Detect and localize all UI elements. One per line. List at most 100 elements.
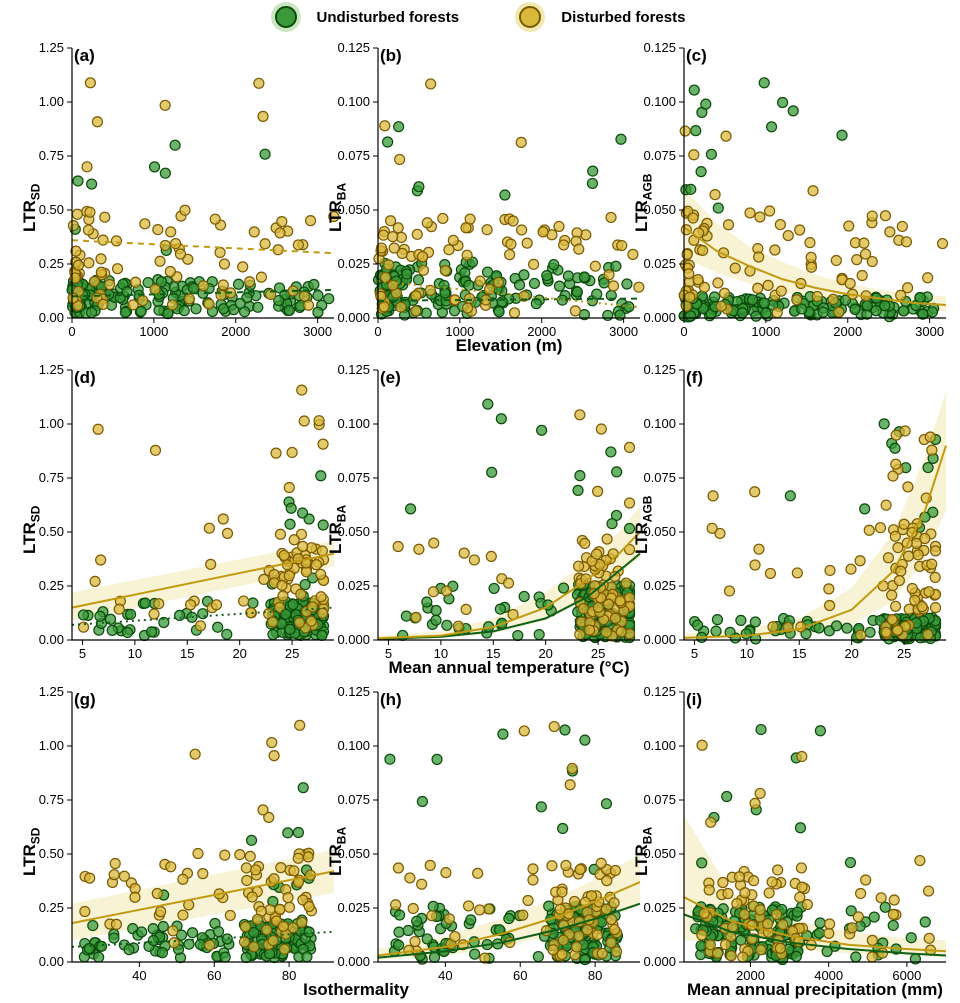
y-axis-label-i: LTRBA xyxy=(632,826,654,875)
svg-text:0: 0 xyxy=(68,324,75,339)
svg-text:20: 20 xyxy=(844,646,858,661)
svg-text:0.100: 0.100 xyxy=(337,738,370,753)
svg-text:0.000: 0.000 xyxy=(337,632,370,647)
y-axis-label-h: LTRBA xyxy=(326,826,348,875)
y-axis-label-c: LTRAGB xyxy=(632,173,654,231)
svg-text:0.75: 0.75 xyxy=(39,470,64,485)
svg-text:0.50: 0.50 xyxy=(39,846,64,861)
svg-text:0.00: 0.00 xyxy=(39,632,64,647)
svg-text:0.25: 0.25 xyxy=(39,256,64,271)
svg-text:0.075: 0.075 xyxy=(643,792,676,807)
panel-label-g: (g) xyxy=(74,690,96,710)
svg-text:0.75: 0.75 xyxy=(39,792,64,807)
svg-text:2000: 2000 xyxy=(833,324,862,339)
svg-text:0.125: 0.125 xyxy=(643,42,676,55)
legend-label-undisturbed: Undisturbed forests xyxy=(317,9,460,26)
panel-label-a: (a) xyxy=(74,46,95,66)
panel-label-h: (h) xyxy=(380,690,402,710)
svg-text:2000: 2000 xyxy=(221,324,250,339)
svg-text:0.125: 0.125 xyxy=(337,364,370,377)
svg-text:0.000: 0.000 xyxy=(643,632,676,647)
svg-text:1.00: 1.00 xyxy=(39,738,64,753)
svg-text:0.50: 0.50 xyxy=(39,202,64,217)
legend-swatch-disturbed xyxy=(519,6,541,28)
svg-text:0: 0 xyxy=(680,324,687,339)
svg-text:0.00: 0.00 xyxy=(39,954,64,969)
legend-item-disturbed: Disturbed forests xyxy=(505,6,699,28)
svg-text:0.000: 0.000 xyxy=(643,954,676,969)
svg-text:0.100: 0.100 xyxy=(643,738,676,753)
panel-b: 0.0000.0250.0500.0750.1000.1250100020003… xyxy=(330,42,652,342)
svg-text:0.075: 0.075 xyxy=(337,792,370,807)
panel-g: 0.000.250.500.751.001.25406080 xyxy=(24,686,346,986)
figure-root: Undisturbed forests Disturbed forests 0.… xyxy=(0,0,960,1003)
svg-text:0.75: 0.75 xyxy=(39,148,64,163)
panel-label-f: (f) xyxy=(686,368,703,388)
svg-text:0.100: 0.100 xyxy=(337,94,370,109)
y-axis-label-f: LTRAGB xyxy=(632,495,654,553)
svg-text:15: 15 xyxy=(792,646,806,661)
svg-text:25: 25 xyxy=(285,646,299,661)
legend-swatch-undisturbed xyxy=(275,6,297,28)
svg-text:0.075: 0.075 xyxy=(337,148,370,163)
svg-text:1.25: 1.25 xyxy=(39,686,64,699)
svg-text:0.125: 0.125 xyxy=(643,364,676,377)
svg-text:80: 80 xyxy=(588,968,602,983)
svg-text:0.25: 0.25 xyxy=(39,900,64,915)
y-axis-label-b: LTRBA xyxy=(326,182,348,231)
panel-a: 0.000.250.500.751.001.250100020003000 xyxy=(24,42,346,342)
panel-label-c: (c) xyxy=(686,46,707,66)
svg-text:3000: 3000 xyxy=(915,324,944,339)
svg-text:15: 15 xyxy=(180,646,194,661)
legend: Undisturbed forests Disturbed forests xyxy=(0,6,960,32)
svg-text:0.100: 0.100 xyxy=(337,416,370,431)
y-axis-label-e: LTRBA xyxy=(326,504,348,553)
panel-f: 0.0000.0250.0500.0750.1000.125510152025 xyxy=(636,364,958,664)
x-axis-label-elevation: Elevation (m) xyxy=(349,336,669,356)
svg-text:1000: 1000 xyxy=(751,324,780,339)
svg-text:0.125: 0.125 xyxy=(337,686,370,699)
svg-text:5: 5 xyxy=(691,646,698,661)
panel-e: 0.0000.0250.0500.0750.1000.125510152025 xyxy=(330,364,652,664)
svg-text:0.25: 0.25 xyxy=(39,578,64,593)
svg-text:0.025: 0.025 xyxy=(337,256,370,271)
y-axis-label-d: LTRSD xyxy=(20,505,42,553)
y-axis-label-a: LTRSD xyxy=(20,183,42,231)
panel-d: 0.000.250.500.751.001.25510152025 xyxy=(24,364,346,664)
svg-text:3000: 3000 xyxy=(303,324,332,339)
svg-text:1.25: 1.25 xyxy=(39,364,64,377)
svg-text:1000: 1000 xyxy=(139,324,168,339)
svg-text:0.100: 0.100 xyxy=(643,416,676,431)
legend-item-undisturbed: Undisturbed forests xyxy=(261,6,474,28)
panel-label-d: (d) xyxy=(74,368,96,388)
svg-text:0.000: 0.000 xyxy=(337,954,370,969)
svg-text:10: 10 xyxy=(740,646,754,661)
svg-text:0.075: 0.075 xyxy=(337,470,370,485)
panel-label-i: (i) xyxy=(686,690,702,710)
svg-text:0.025: 0.025 xyxy=(337,900,370,915)
svg-text:25: 25 xyxy=(897,646,911,661)
panel-label-e: (e) xyxy=(380,368,401,388)
scatter-dis xyxy=(68,78,339,311)
svg-text:0.025: 0.025 xyxy=(643,900,676,915)
svg-text:0.125: 0.125 xyxy=(337,42,370,55)
svg-text:0.025: 0.025 xyxy=(643,578,676,593)
panel-i: 0.0000.0250.0500.0750.1000.1252000400060… xyxy=(636,686,958,986)
svg-text:0.000: 0.000 xyxy=(643,310,676,325)
svg-text:0.100: 0.100 xyxy=(643,94,676,109)
x-axis-label-mat: Mean annual temperature (°C) xyxy=(349,658,669,678)
svg-text:0.000: 0.000 xyxy=(337,310,370,325)
svg-text:0.075: 0.075 xyxy=(643,470,676,485)
panel-h: 0.0000.0250.0500.0750.1000.125406080 xyxy=(330,686,652,986)
svg-text:0.025: 0.025 xyxy=(337,578,370,593)
svg-text:1.00: 1.00 xyxy=(39,416,64,431)
legend-label-disturbed: Disturbed forests xyxy=(561,9,685,26)
svg-text:10: 10 xyxy=(128,646,142,661)
panel-label-b: (b) xyxy=(380,46,402,66)
x-axis-label-isothermality: Isothermality xyxy=(196,980,516,1000)
svg-text:1.25: 1.25 xyxy=(39,42,64,55)
svg-text:0.00: 0.00 xyxy=(39,310,64,325)
x-axis-label-map: Mean annual precipitation (mm) xyxy=(655,980,960,1000)
svg-text:0.025: 0.025 xyxy=(643,256,676,271)
svg-text:20: 20 xyxy=(232,646,246,661)
